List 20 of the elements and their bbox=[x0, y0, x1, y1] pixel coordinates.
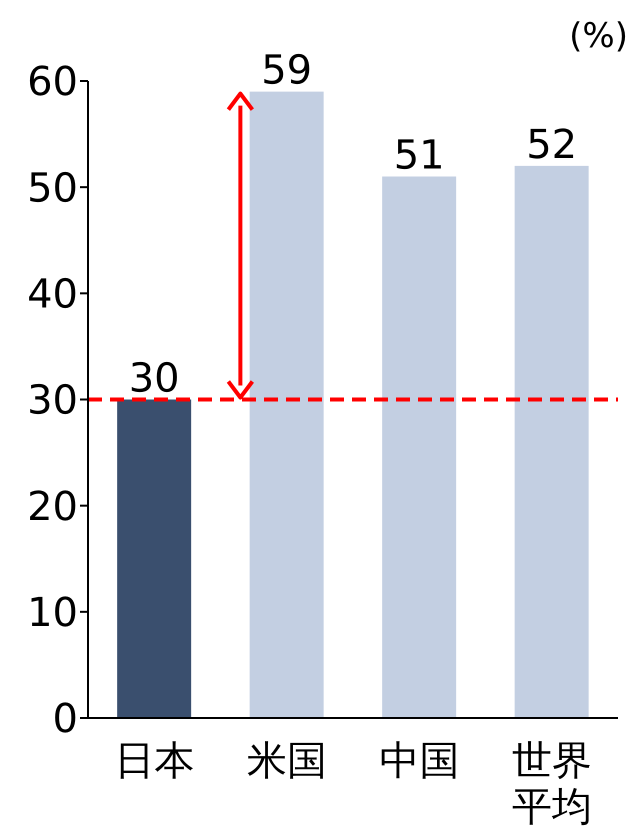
y-tick-label: 0 bbox=[52, 696, 78, 742]
bar bbox=[514, 166, 589, 718]
bar bbox=[382, 176, 456, 718]
data-label: 52 bbox=[526, 122, 578, 168]
data-label: 51 bbox=[394, 132, 445, 179]
y-tick-label: 10 bbox=[27, 590, 78, 636]
y-tick-label: 60 bbox=[27, 59, 78, 106]
x-tick-label: 中国 bbox=[379, 738, 460, 784]
data-label: 59 bbox=[261, 48, 312, 94]
data-label: 30 bbox=[128, 356, 180, 402]
y-tick-label: 40 bbox=[27, 272, 78, 318]
bar bbox=[117, 400, 192, 718]
x-tick-label: 日本 bbox=[114, 738, 194, 784]
y-tick-label: 30 bbox=[27, 378, 78, 424]
x-tick-label: 米国 bbox=[246, 738, 327, 784]
x-tick-label: 世界平均 bbox=[512, 738, 592, 830]
bar bbox=[250, 92, 324, 718]
y-tick-label: 20 bbox=[27, 484, 78, 530]
y-tick-label: 50 bbox=[27, 165, 78, 212]
y-axis-title: (%) bbox=[569, 16, 628, 56]
